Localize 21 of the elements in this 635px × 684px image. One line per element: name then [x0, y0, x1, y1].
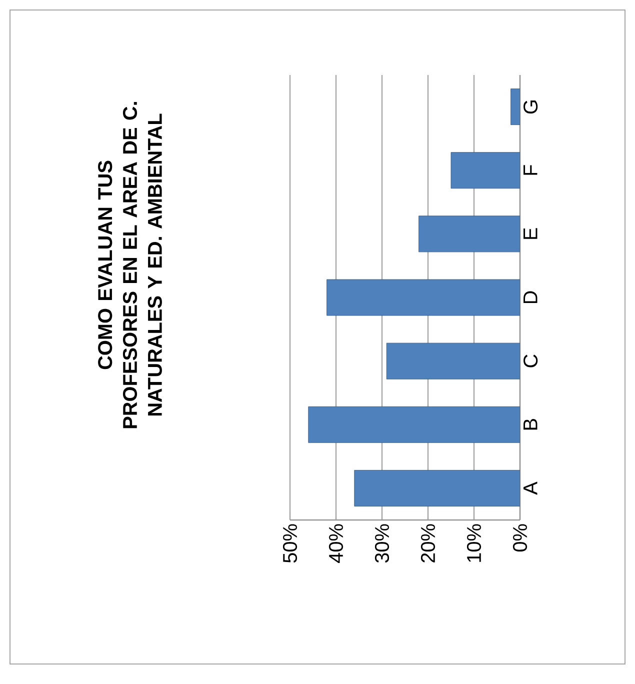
y-tick-label: D	[524, 291, 538, 304]
bar	[418, 216, 520, 252]
y-tick-label: A	[524, 482, 538, 495]
x-tick-label: 20%	[420, 524, 436, 562]
bar	[510, 88, 520, 125]
y-tick-label: B	[524, 419, 538, 430]
x-tick-label: 0%	[512, 524, 528, 552]
x-tick-label: 30%	[374, 524, 390, 563]
bar	[354, 470, 520, 506]
x-tick-label: 40%	[328, 524, 344, 563]
y-tick-label: C	[524, 354, 538, 368]
text: COMO EVALUAN TUS PROFESORES EN EL AREA DE C. NATURALES Y ED. AMBIENTAL	[98, 102, 162, 428]
x-tick-label: 50%	[282, 524, 298, 563]
y-tick-label: E	[524, 228, 538, 239]
bar	[386, 342, 520, 380]
y-tick-label: F	[524, 165, 538, 175]
bar	[450, 152, 520, 189]
y-tick-label: G	[524, 100, 538, 114]
bar	[326, 279, 520, 316]
x-tick-label: 10%	[466, 524, 482, 562]
bar	[308, 406, 520, 443]
